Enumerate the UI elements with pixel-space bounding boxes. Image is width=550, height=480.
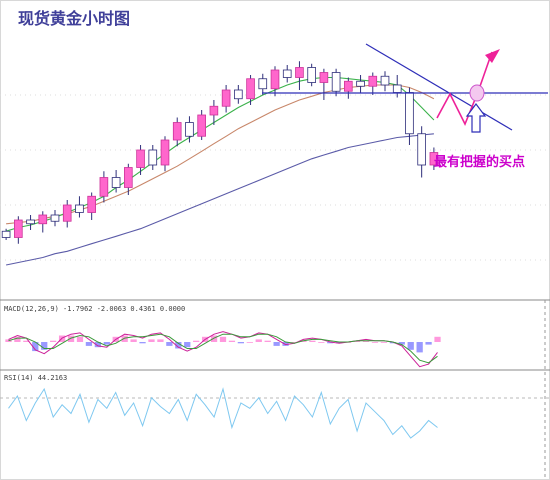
candle-up <box>319 72 329 83</box>
candle-up <box>160 139 170 166</box>
macd-histogram-bar <box>219 336 227 342</box>
candle-up <box>172 122 182 141</box>
candle-up <box>99 177 109 197</box>
candle-down <box>380 75 390 86</box>
macd-histogram-bar <box>353 340 361 342</box>
macd-histogram-bar <box>389 342 396 344</box>
macd-histogram-bar <box>94 342 101 348</box>
macd-histogram-bar <box>416 342 423 353</box>
macd-histogram-bar <box>85 342 93 346</box>
candle-up <box>209 105 219 116</box>
macd-dif-line <box>8 331 438 368</box>
candle-up <box>14 219 23 238</box>
candle-down <box>50 214 60 222</box>
macd-histogram-bar <box>41 342 48 350</box>
candle-down <box>392 84 402 93</box>
macd-histogram-bar <box>407 342 414 350</box>
macd-histogram-bar <box>327 342 334 344</box>
candle-down <box>417 133 426 166</box>
macd-dea-line <box>8 333 438 364</box>
rsi-line <box>8 387 438 439</box>
macd-histogram-bar <box>318 342 325 343</box>
macd-histogram-bar <box>67 335 75 342</box>
price-panel <box>0 43 550 478</box>
candle-up <box>344 80 353 92</box>
breakout-circle-marker <box>469 84 485 102</box>
candle-down <box>234 89 243 100</box>
rsi-label: RSI(14) 44.2163 <box>4 374 67 382</box>
macd-histogram-bar <box>246 342 253 343</box>
candle-down <box>185 122 194 137</box>
macd-histogram-bar <box>264 340 271 342</box>
candle-down <box>282 69 292 78</box>
macd-histogram-bar <box>425 342 432 345</box>
candle-up <box>221 89 231 107</box>
macd-histogram-bar <box>210 335 218 342</box>
macd-histogram-bar <box>362 340 370 342</box>
candle-up <box>87 195 96 213</box>
candle-up <box>38 214 48 225</box>
macd-histogram-bar <box>184 342 191 348</box>
candle-down <box>75 204 84 213</box>
candle-up <box>62 204 72 222</box>
candle-up <box>429 152 439 166</box>
macd-histogram-bar <box>130 339 137 342</box>
projected-arrow-head <box>485 49 500 63</box>
rsi-panel <box>8 387 438 439</box>
macd-histogram-bar <box>398 342 405 345</box>
macd-histogram-bar <box>14 336 21 342</box>
candle-up <box>197 114 206 137</box>
buy-arrow-marker <box>465 103 487 133</box>
macd-histogram-bar <box>103 342 110 345</box>
candle-down <box>307 67 316 83</box>
candle-up <box>270 69 280 90</box>
macd-histogram-bar <box>380 342 388 343</box>
macd-histogram-bar <box>23 340 30 342</box>
macd-histogram-bar <box>157 339 164 342</box>
macd-histogram-bar <box>121 335 128 342</box>
macd-histogram-bar <box>50 340 57 342</box>
macd-histogram-bar <box>175 342 182 349</box>
macd-histogram-bar <box>371 342 379 343</box>
candle-down <box>356 80 365 87</box>
macd-histogram-bar <box>237 342 245 344</box>
ma-long-line <box>5 133 434 266</box>
macd-histogram-bar <box>273 342 280 346</box>
macd-histogram-bar <box>228 340 236 342</box>
candle-down <box>258 78 268 90</box>
candle-down <box>1 230 11 238</box>
macd-histogram-bar <box>309 340 316 342</box>
macd-panel <box>5 331 441 368</box>
chart-title: 现货黄金小时图 <box>18 9 130 28</box>
candle-up <box>124 167 133 188</box>
candle-down <box>111 177 121 188</box>
macd-histogram-bar <box>291 342 298 343</box>
candle-down <box>148 149 158 166</box>
macd-histogram-bar <box>32 342 39 352</box>
macd-label: MACD(12,26,9) -1.7962 -2.0063 0.4361 0.0… <box>4 305 185 313</box>
downtrend-line <box>365 43 513 131</box>
macd-histogram-bar <box>76 336 84 342</box>
macd-histogram-bar <box>434 336 441 342</box>
macd-histogram-bar <box>5 339 12 342</box>
macd-histogram-bar <box>336 342 343 344</box>
projected-path-line <box>436 51 493 126</box>
macd-histogram-bar <box>139 342 146 344</box>
macd-histogram-bar <box>148 339 155 342</box>
candle-up <box>136 149 145 168</box>
candle-down <box>405 92 414 135</box>
candle-up <box>368 75 378 87</box>
macd-histogram-bar <box>300 340 307 342</box>
macd-histogram-bar <box>255 339 262 342</box>
candle-down <box>26 219 35 225</box>
macd-histogram-bar <box>193 340 200 342</box>
buy-point-annotation: 最有把握的买点 <box>434 154 525 170</box>
candle-up <box>295 67 304 78</box>
macd-histogram-bar <box>282 342 289 346</box>
candle-down <box>331 72 341 92</box>
candle-up <box>246 78 255 100</box>
macd-histogram-bar <box>166 342 173 346</box>
